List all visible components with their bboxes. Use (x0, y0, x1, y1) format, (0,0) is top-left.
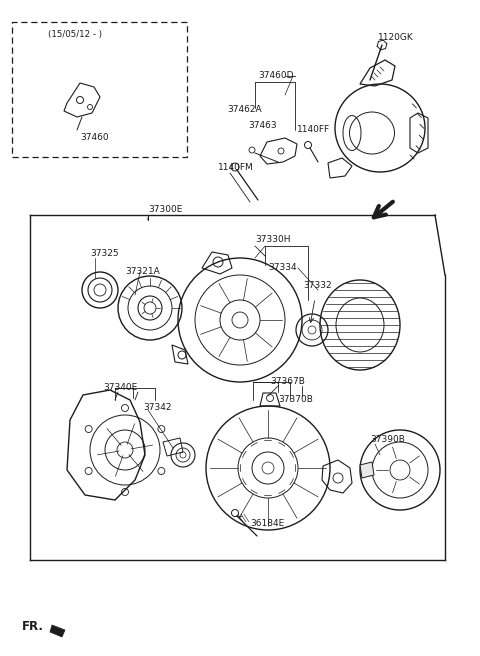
Text: 37460: 37460 (80, 134, 108, 142)
Polygon shape (360, 462, 374, 478)
Text: FR.: FR. (22, 621, 44, 634)
Text: 37330H: 37330H (255, 236, 290, 245)
Text: 37332: 37332 (303, 281, 332, 289)
Text: 37342: 37342 (143, 403, 171, 413)
Text: 37325: 37325 (90, 249, 119, 258)
Text: 37390B: 37390B (370, 436, 405, 445)
Text: 37462A: 37462A (227, 106, 262, 115)
Bar (12, 22, 187, 157)
Text: 37321A: 37321A (125, 268, 160, 276)
Text: 37460D: 37460D (258, 72, 293, 81)
Text: 37367B: 37367B (270, 377, 305, 386)
Polygon shape (50, 625, 65, 637)
Text: 37334: 37334 (268, 264, 297, 272)
Text: 37370B: 37370B (278, 396, 313, 405)
Text: 36184E: 36184E (250, 520, 284, 529)
Text: 1140FM: 1140FM (218, 163, 254, 173)
Text: 37463: 37463 (248, 121, 276, 129)
Text: (15/05/12 - ): (15/05/12 - ) (48, 30, 102, 39)
Text: 1120GK: 1120GK (378, 33, 414, 43)
Text: 37340E: 37340E (103, 384, 137, 392)
Text: 37300E: 37300E (148, 205, 182, 215)
Text: 1140FF: 1140FF (297, 125, 330, 134)
